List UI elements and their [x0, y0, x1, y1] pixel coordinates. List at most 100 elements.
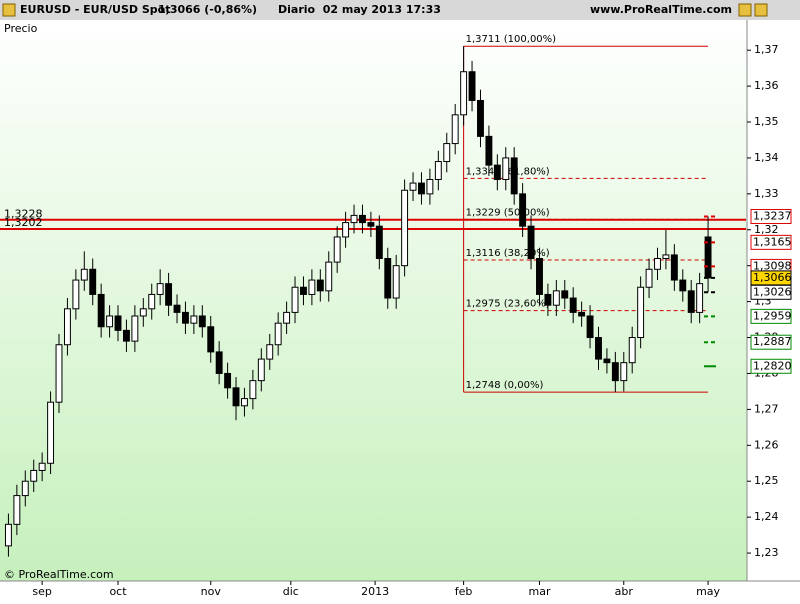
x-tick-label: mar — [528, 585, 550, 598]
candle-body — [519, 193, 527, 227]
y-label: Precio — [4, 22, 38, 35]
candle-body — [215, 351, 223, 374]
candle-body — [679, 279, 687, 292]
y-tick-label: 1,33 — [754, 187, 779, 200]
price-label: 1,2887 — [753, 335, 792, 348]
candle-body — [122, 329, 130, 342]
price-box — [750, 358, 792, 374]
y-tick-label: 1,37 — [754, 43, 779, 56]
candle-body — [477, 99, 484, 137]
candle-body — [359, 214, 366, 224]
y-tick-label: 1,26 — [754, 438, 779, 451]
candle-body — [106, 315, 114, 328]
candle-body — [165, 283, 173, 306]
candle-body — [72, 279, 80, 310]
y-tick-label: 1,24 — [754, 510, 779, 523]
candle-body — [266, 344, 274, 360]
candle-body — [586, 315, 594, 339]
menu-icon[interactable] — [2, 3, 16, 17]
candle-body — [47, 401, 55, 464]
candle-body — [687, 290, 695, 313]
copyright: © ProRealTime.com — [4, 568, 114, 581]
candle-body — [451, 114, 459, 145]
support-label: 1,3202 — [4, 216, 43, 229]
candle-body — [696, 283, 704, 313]
candle-body — [241, 398, 248, 407]
candle-body — [325, 261, 333, 292]
candle-body — [274, 322, 282, 346]
candle-body — [308, 279, 316, 295]
price-box — [750, 234, 792, 250]
candle-body — [384, 258, 392, 299]
fib-label: 1,3711 (100,00%) — [466, 34, 557, 45]
price-box — [750, 334, 792, 350]
fib-label: 1,3116 (38,20%) — [466, 248, 550, 259]
candle-body — [418, 182, 425, 195]
fib-label: 1,3229 (50,00%) — [466, 207, 550, 218]
candle-body — [181, 311, 189, 324]
candle-body — [367, 222, 375, 227]
candle-body — [493, 164, 501, 180]
candle-body — [628, 337, 636, 364]
candle-body — [232, 387, 240, 407]
candle-body — [434, 161, 442, 180]
candle-body — [620, 362, 628, 382]
candle-body — [13, 495, 21, 525]
price-box — [750, 284, 792, 300]
price-label: 1,3237 — [753, 209, 792, 222]
candle-body — [544, 293, 552, 306]
candle-body — [460, 71, 468, 116]
candle-body — [704, 236, 712, 279]
candle-body — [55, 344, 63, 403]
candle-body — [426, 178, 434, 195]
candle-body — [409, 182, 417, 191]
candle-body — [257, 358, 265, 382]
candle-body — [485, 135, 493, 166]
candle-body — [552, 290, 560, 306]
candle-body — [502, 157, 510, 180]
candle-body — [38, 462, 46, 471]
title: EURUSD - EUR/USD Spot — [20, 3, 171, 16]
candle-body — [611, 362, 619, 382]
x-tick-label: 2013 — [361, 585, 389, 598]
y-tick-label: 1,34 — [754, 151, 779, 164]
candle-body — [63, 308, 71, 346]
price-label: 1,2820 — [753, 359, 792, 372]
candle-body — [342, 222, 350, 238]
x-tick-label: dic — [283, 585, 299, 598]
plot-area — [0, 20, 747, 581]
candle-body — [224, 372, 232, 389]
candle-body — [670, 254, 678, 281]
x-tick-label: sep — [32, 585, 51, 598]
y-tick-label: 1,36 — [754, 79, 779, 92]
candle-body — [80, 268, 88, 281]
window-icon[interactable] — [754, 3, 768, 17]
price-label: 1,3165 — [753, 235, 792, 248]
candle-body — [316, 279, 324, 292]
candle-body — [569, 297, 577, 313]
x-tick-label: abr — [615, 585, 634, 598]
x-tick-label: nov — [201, 585, 222, 598]
candle-body — [173, 304, 181, 313]
candle-body — [603, 358, 611, 364]
candle-body — [4, 523, 12, 547]
y-tick-label: 1,25 — [754, 474, 779, 487]
price-box — [750, 208, 792, 224]
candle-body — [468, 71, 476, 101]
window-icon[interactable] — [738, 3, 752, 17]
candle-body — [561, 290, 569, 299]
y-tick-label: 1,23 — [754, 546, 779, 559]
support-label: 1,3228 — [4, 208, 43, 221]
fib-label: 1,2975 (23,60%) — [466, 299, 550, 310]
y-tick-label: 1,27 — [754, 402, 779, 415]
candle-body — [190, 315, 198, 324]
candle-body — [207, 326, 215, 353]
y-tick-label: 1,35 — [754, 115, 779, 128]
candle-body — [637, 286, 645, 339]
site[interactable]: www.ProRealTime.com — [590, 3, 732, 16]
candle-body — [578, 311, 586, 317]
candle-body — [645, 268, 653, 288]
price-label: 1,2959 — [753, 309, 792, 322]
candle-body — [97, 293, 105, 328]
